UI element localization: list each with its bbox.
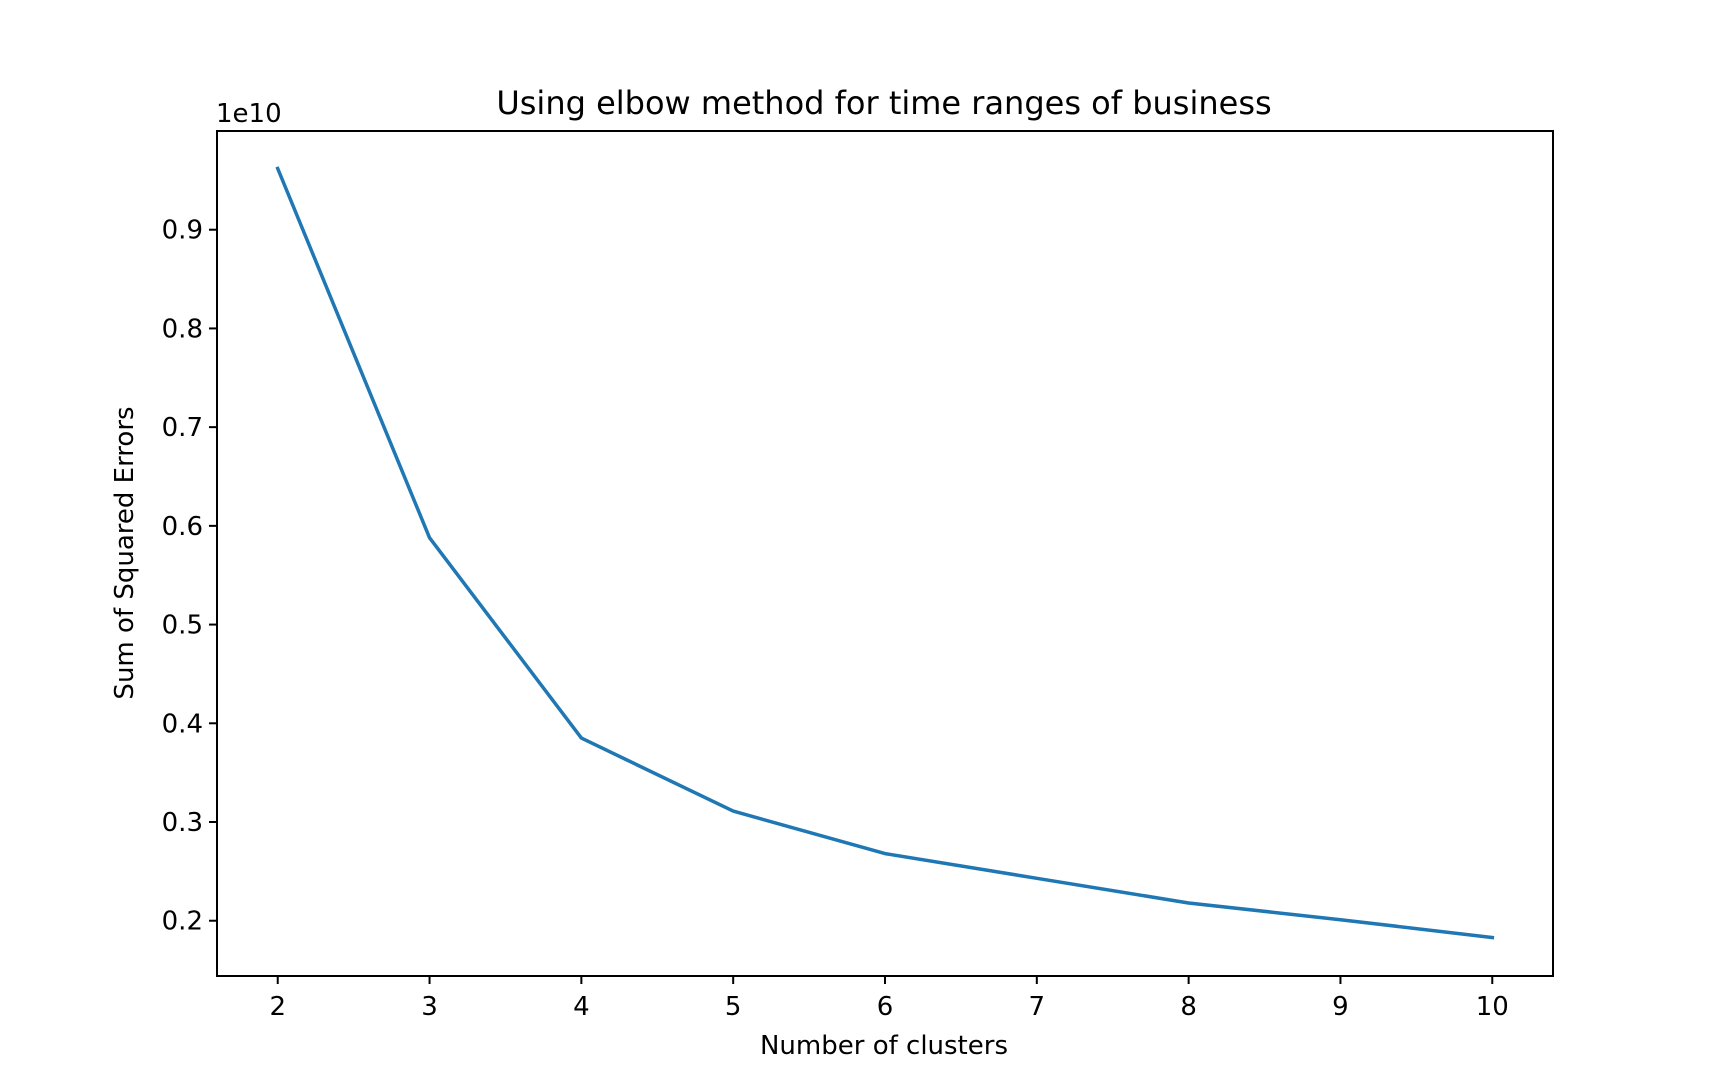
y-tick-label: 0.5: [162, 611, 203, 641]
x-tick-label: 2: [269, 992, 286, 1022]
series-line: [275, 166, 1495, 940]
y-tick-label: 0.4: [162, 709, 203, 739]
y-tick-label: 0.6: [162, 512, 203, 542]
y-tick-label: 0.7: [162, 413, 203, 443]
y-axis-label: Sum of Squared Errors: [110, 406, 140, 699]
x-tick-label: 9: [1332, 992, 1349, 1022]
y-tick-label: 0.8: [162, 314, 203, 344]
y-tick-label: 0.9: [162, 216, 203, 246]
y-tick-label: 0.2: [162, 907, 203, 937]
series-layer: [275, 166, 1495, 940]
x-tick-label: 4: [573, 992, 590, 1022]
x-tick-label: 6: [877, 992, 894, 1022]
x-axis-ticks: 2 3 4 5 6 7 8 9 10: [269, 976, 1509, 1022]
x-axis-label: Number of clusters: [760, 1031, 1008, 1061]
chart-title: Using elbow method for time ranges of bu…: [496, 84, 1271, 122]
x-tick-label: 7: [1029, 992, 1046, 1022]
plot-area-frame: [216, 130, 1554, 977]
y-axis-ticks: 0.2 0.3 0.4 0.5 0.6 0.7 0.8 0.9: [162, 216, 217, 937]
x-tick-label: 5: [725, 992, 742, 1022]
x-tick-label: 10: [1476, 992, 1509, 1022]
x-tick-label: 8: [1180, 992, 1197, 1022]
y-axis-offset-label: 1e10: [216, 99, 282, 129]
x-tick-label: 3: [421, 992, 438, 1022]
y-tick-label: 0.3: [162, 808, 203, 838]
